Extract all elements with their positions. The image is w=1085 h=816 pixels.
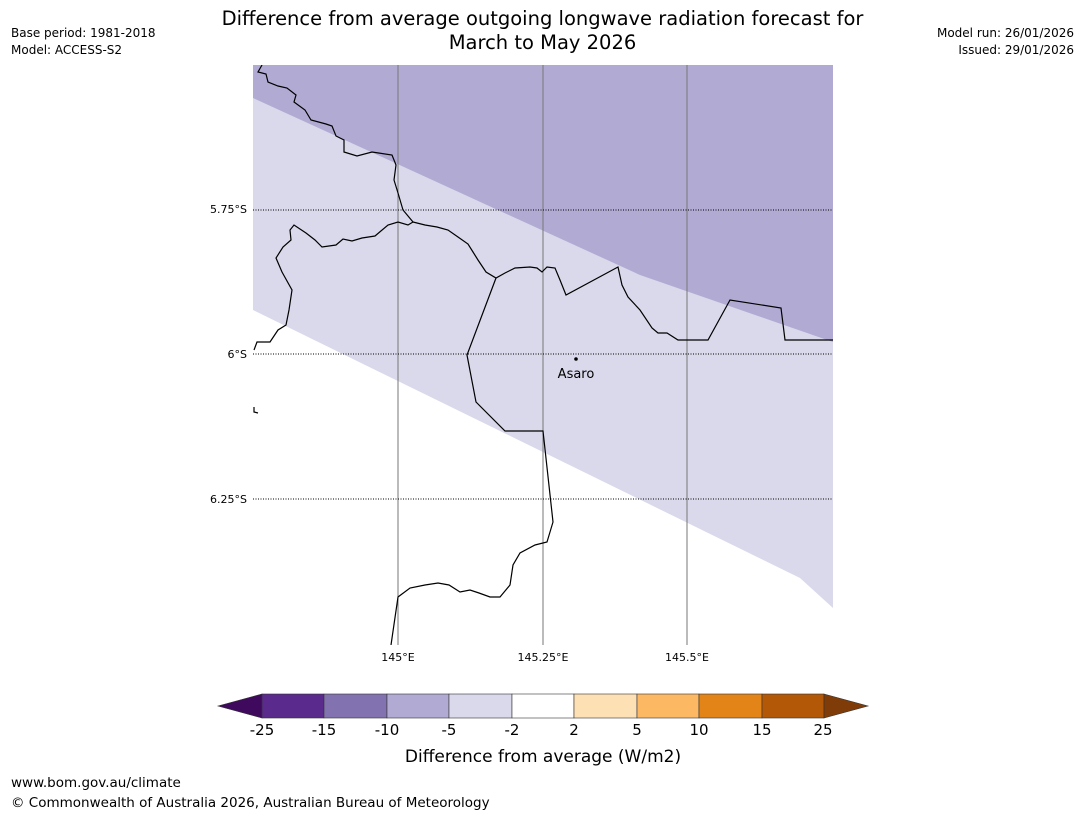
lon-label-145-25: 145.25°E [518,651,569,664]
colorbar-tick-4: -5 [442,721,457,739]
colorbar-tick-1: -25 [250,721,275,739]
boundary-north [253,65,414,351]
province-boundaries [253,65,833,645]
colorbar-segment-2 [323,693,388,719]
boundary-central [390,277,554,645]
colorbar-segment-9 [761,693,825,719]
colorbar-tick-8: 10 [689,721,708,739]
colorbar-ticks: -25 -15 -10 -5 -2 2 5 10 15 25 [250,721,833,739]
colorbar-label: Difference from average (W/m2) [405,747,681,767]
colorbar-segment-6 [573,693,638,719]
model-name: Model: ACCESS-S2 [11,43,123,57]
footer-copyright: © Commonwealth of Australia 2026, Austra… [11,795,490,811]
colorbar-tick-6: 2 [569,721,579,739]
lat-label-5-75: 5.75°S [210,203,247,216]
colorbar-segment-8 [698,693,763,719]
colorbar-tick-10: 25 [813,721,832,739]
lon-label-145: 145°E [381,651,414,664]
colorbar-extend-high [823,693,870,719]
map-title: Difference from average outgoing longwav… [180,7,905,55]
title-line-1: Difference from average outgoing longwav… [221,7,864,30]
colorbar-tick-9: 15 [752,721,771,739]
colorbar-segment-3 [386,693,450,719]
place-marker-asaro [574,357,578,361]
colorbar-tick-2: -15 [312,721,337,739]
map-area: Asaro [253,65,833,645]
boundary-south [412,221,833,341]
lat-label-6-25: 6.25°S [210,493,247,506]
colorbar-tick-7: 5 [632,721,642,739]
colorbar-segment-4 [448,693,513,719]
colorbar-segment-7 [636,693,700,719]
colorbar-tick-5: -2 [505,721,520,739]
issued-date: Issued: 29/01/2026 [958,43,1074,57]
meta-right: Model run: 26/01/2026 Issued: 29/01/2026 [937,25,1074,59]
meta-left: Base period: 1981-2018 Model: ACCESS-S2 [11,25,156,59]
model-run: Model run: 26/01/2026 [936,26,1074,40]
colorbar-tick-3: -10 [375,721,400,739]
colorbar [216,693,870,719]
coast-fragment [253,407,259,414]
colorbar-extend-low [216,693,263,719]
colorbar-segment-1 [261,693,325,719]
lat-label-6: 6°S [228,348,247,361]
lon-label-145-5: 145.5°E [665,651,709,664]
footer-url: www.bom.gov.au/climate [11,775,181,791]
base-period: Base period: 1981-2018 [11,26,156,40]
place-label-asaro: Asaro [558,367,595,382]
title-line-2: March to May 2026 [448,31,637,54]
colorbar-segment-5 [511,693,575,719]
